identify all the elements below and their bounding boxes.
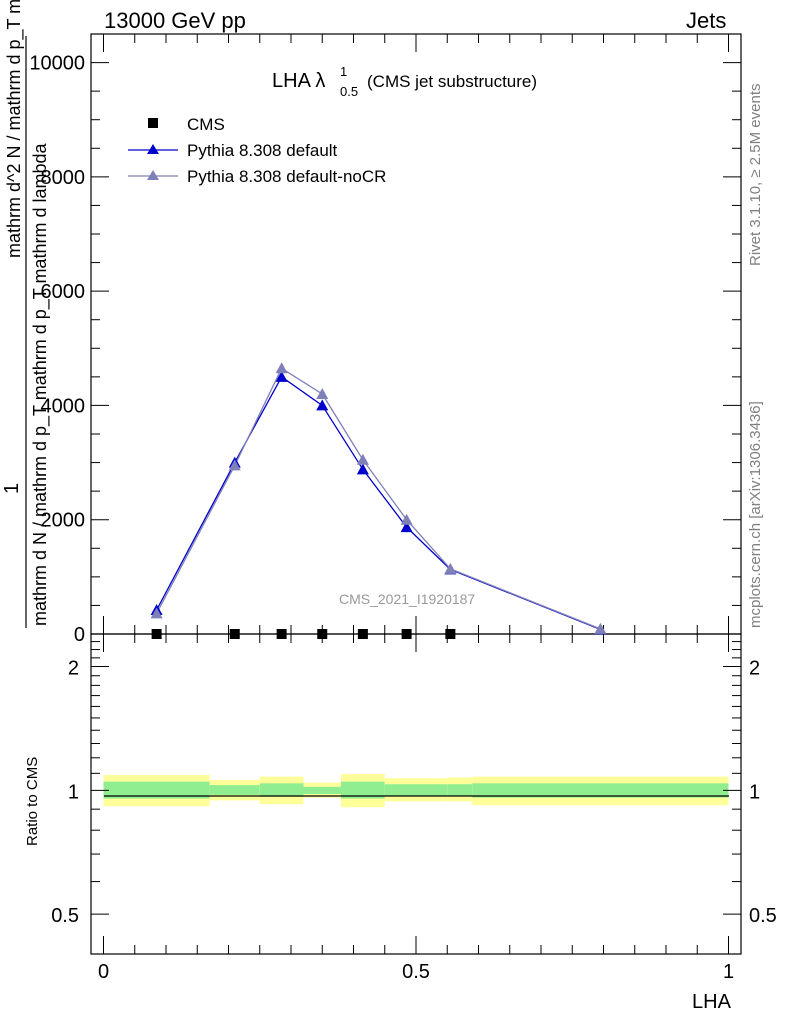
main-y-tick-label: 0 (74, 624, 85, 646)
pythia-point-2 (316, 388, 329, 399)
pythia-point-1 (275, 370, 288, 382)
ratio-band-inner (259, 783, 304, 797)
ratio-y-ticks: 0.5 0.5 1 1 2 2 (51, 641, 777, 927)
legend-marker-pythia-default (147, 144, 159, 154)
plot-title-sub: 0.5 (340, 84, 358, 99)
rivet-label: Rivet 3.1.10, ≥ 2.5M events (747, 84, 764, 267)
pythia-point-2 (400, 513, 413, 525)
ratio-band-inner (384, 784, 448, 796)
y-axis-denominator: mathrm d N / mathrm d p_T mathrm d p_T m… (30, 143, 51, 626)
plot-title-suffix: (CMS jet substructure) (367, 72, 537, 91)
ratio-band-inner (341, 781, 385, 799)
y-axis-overlay: mathrm d^2 N / mathrm d p_T mathrm d lam… (4, 0, 25, 258)
pythia-point-1 (356, 463, 369, 475)
main-y-ticks: 0 2000 4000 6000 8000 10000 (29, 33, 741, 646)
pythia-point-2 (228, 459, 241, 471)
ratio-y-tick-label-right: 0.5 (749, 905, 777, 927)
y-axis-numerator: 1 (1, 483, 23, 494)
x-axis-label: LHA (692, 991, 732, 1013)
ratio-band-inner (303, 786, 341, 794)
watermark: CMS_2021_I1920187 (339, 591, 475, 607)
ratio-band-inner (103, 781, 210, 799)
pythia-point-1 (400, 521, 413, 533)
series-line-2 (156, 367, 601, 630)
x-tick-label: 1 (723, 961, 734, 983)
cms-point (151, 629, 162, 639)
legend-marker-cms (148, 118, 158, 128)
pythia-point-2 (356, 453, 369, 465)
ratio-bands (103, 774, 729, 808)
legend: CMS Pythia 8.308 default Pythia 8.308 de… (128, 115, 386, 186)
ratio-y-axis-label: Ratio to CMS (24, 757, 41, 846)
cms-point (276, 629, 287, 639)
legend-marker-pythia-nocr (147, 170, 159, 180)
plot-title: LHA λ (272, 70, 325, 92)
pythia-point-2 (275, 362, 288, 374)
header-left: 13000 GeV pp (104, 8, 246, 33)
plot-title-sup: 1 (340, 64, 347, 79)
mcplots-label: mcplots.cern.ch [arXiv:1306.3436] (747, 401, 764, 628)
main-y-tick-label: 2000 (41, 510, 86, 532)
cms-point (357, 629, 368, 639)
cms-point (401, 629, 412, 639)
main-y-tick-label: 10000 (29, 53, 85, 75)
legend-label-pythia-nocr: Pythia 8.308 default-noCR (187, 167, 386, 186)
header-right: Jets (686, 8, 727, 33)
series-markers (150, 362, 607, 639)
x-tick-label: 0 (98, 961, 109, 983)
main-y-tick-label: 6000 (41, 281, 86, 303)
ratio-y-tick-label: 0.5 (51, 905, 79, 927)
main-y-tick-label: 4000 (41, 395, 86, 417)
ratio-y-tick-label: 1 (68, 781, 79, 803)
cms-point (445, 629, 456, 639)
cms-point (229, 629, 240, 639)
legend-label-pythia-default: Pythia 8.308 default (187, 141, 338, 160)
pythia-point-2 (594, 622, 607, 634)
legend-label-cms: CMS (187, 115, 225, 134)
ratio-band-inner (447, 784, 473, 796)
pythia-point-2 (444, 562, 457, 574)
pythia-point-1 (316, 399, 329, 411)
x-ticks: 0 0.5 1 (98, 34, 734, 983)
ratio-band-inner (209, 785, 260, 795)
main-y-tick-label: 8000 (41, 167, 86, 189)
ratio-y-tick-label-right: 2 (749, 658, 760, 680)
pythia-point-2 (150, 607, 163, 619)
x-tick-label: 0.5 (402, 961, 430, 983)
ratio-y-tick-label: 2 (68, 658, 79, 680)
ratio-y-tick-label-right: 1 (749, 781, 760, 803)
cms-point (317, 629, 328, 639)
ratio-band-inner (472, 783, 729, 798)
series-lines (156, 367, 601, 631)
